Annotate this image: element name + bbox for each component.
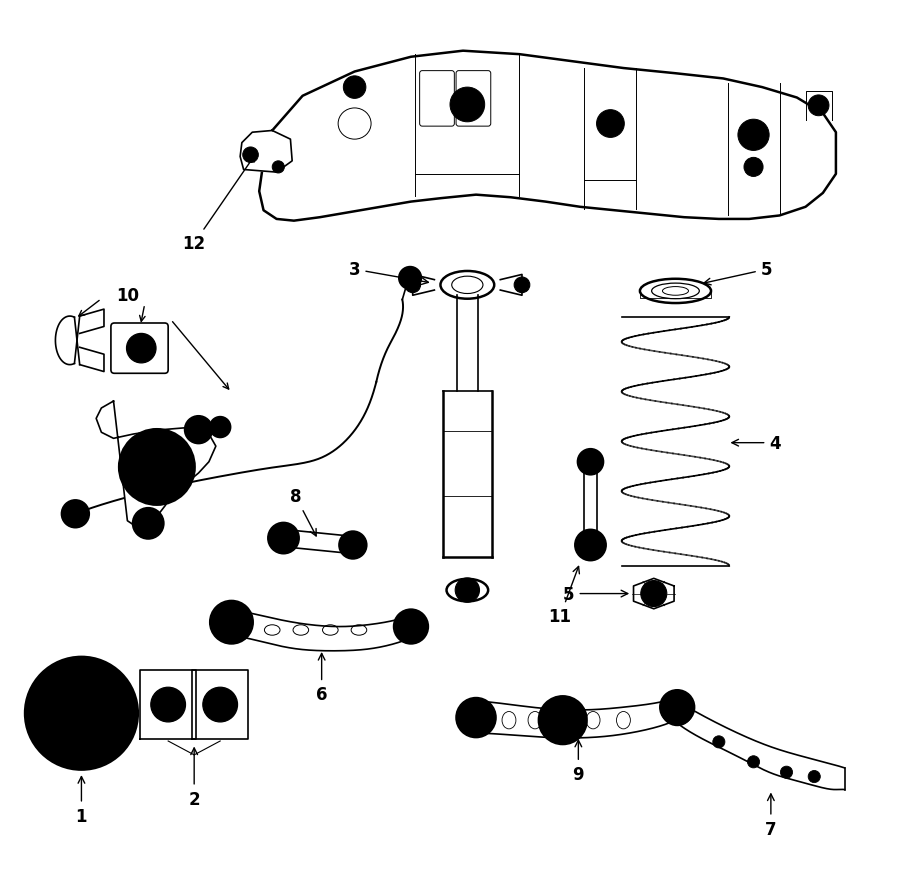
Circle shape bbox=[584, 456, 597, 468]
Text: 1: 1 bbox=[76, 777, 87, 825]
Polygon shape bbox=[280, 527, 356, 557]
Polygon shape bbox=[231, 609, 411, 651]
Circle shape bbox=[399, 268, 421, 290]
Circle shape bbox=[25, 657, 138, 770]
Circle shape bbox=[268, 523, 299, 554]
Circle shape bbox=[210, 600, 253, 644]
Circle shape bbox=[713, 736, 725, 748]
Circle shape bbox=[151, 687, 185, 722]
Circle shape bbox=[465, 707, 486, 728]
Circle shape bbox=[550, 707, 576, 733]
Circle shape bbox=[184, 416, 212, 444]
Circle shape bbox=[456, 698, 496, 738]
Circle shape bbox=[748, 756, 760, 768]
Circle shape bbox=[780, 766, 793, 779]
Text: 11: 11 bbox=[549, 567, 580, 626]
Circle shape bbox=[662, 694, 693, 726]
Circle shape bbox=[670, 703, 684, 717]
Circle shape bbox=[343, 76, 366, 99]
Circle shape bbox=[141, 517, 155, 531]
Text: 12: 12 bbox=[183, 156, 255, 253]
Polygon shape bbox=[443, 391, 491, 558]
Circle shape bbox=[575, 530, 606, 561]
Circle shape bbox=[339, 532, 366, 560]
Circle shape bbox=[71, 703, 92, 724]
Text: 8: 8 bbox=[290, 488, 316, 536]
Circle shape bbox=[808, 771, 820, 783]
Circle shape bbox=[660, 690, 695, 725]
Circle shape bbox=[243, 148, 258, 163]
Circle shape bbox=[210, 417, 230, 438]
Circle shape bbox=[538, 696, 587, 745]
Circle shape bbox=[61, 501, 89, 528]
Circle shape bbox=[275, 531, 292, 547]
Text: 2: 2 bbox=[188, 748, 200, 807]
Circle shape bbox=[202, 687, 238, 722]
Circle shape bbox=[402, 618, 419, 635]
Text: 4: 4 bbox=[732, 434, 781, 452]
Polygon shape bbox=[634, 579, 674, 609]
Circle shape bbox=[450, 88, 485, 123]
Polygon shape bbox=[193, 670, 248, 740]
Polygon shape bbox=[584, 462, 597, 546]
Circle shape bbox=[50, 688, 61, 700]
Circle shape bbox=[405, 274, 415, 284]
Text: 10: 10 bbox=[116, 287, 139, 305]
Circle shape bbox=[455, 578, 480, 602]
Circle shape bbox=[119, 429, 195, 506]
Circle shape bbox=[50, 726, 61, 739]
Text: 5: 5 bbox=[704, 261, 772, 286]
Circle shape bbox=[69, 508, 81, 521]
Text: 5: 5 bbox=[563, 585, 628, 603]
Circle shape bbox=[220, 610, 244, 634]
Circle shape bbox=[86, 677, 97, 689]
Circle shape bbox=[597, 110, 625, 138]
Circle shape bbox=[514, 278, 530, 294]
Circle shape bbox=[670, 700, 685, 715]
Polygon shape bbox=[476, 696, 677, 738]
Circle shape bbox=[134, 342, 148, 355]
Circle shape bbox=[808, 96, 829, 116]
Circle shape bbox=[86, 738, 97, 750]
Circle shape bbox=[405, 278, 420, 294]
Text: 7: 7 bbox=[765, 794, 777, 838]
Polygon shape bbox=[96, 401, 216, 528]
Circle shape bbox=[193, 424, 204, 436]
Circle shape bbox=[130, 441, 183, 494]
Circle shape bbox=[212, 697, 228, 713]
Circle shape bbox=[578, 449, 604, 475]
Polygon shape bbox=[457, 296, 478, 391]
Circle shape bbox=[393, 609, 428, 644]
Circle shape bbox=[107, 707, 120, 720]
Text: 3: 3 bbox=[349, 261, 428, 285]
Circle shape bbox=[272, 162, 284, 174]
Circle shape bbox=[40, 672, 123, 755]
Circle shape bbox=[132, 508, 164, 540]
Circle shape bbox=[738, 120, 770, 151]
Text: 6: 6 bbox=[316, 653, 328, 703]
Circle shape bbox=[59, 692, 104, 735]
Polygon shape bbox=[240, 131, 292, 173]
Text: 9: 9 bbox=[572, 740, 584, 783]
Circle shape bbox=[583, 539, 598, 553]
Polygon shape bbox=[140, 670, 196, 740]
Circle shape bbox=[641, 580, 667, 607]
Circle shape bbox=[145, 455, 169, 480]
Circle shape bbox=[744, 158, 763, 177]
Circle shape bbox=[127, 334, 156, 363]
Circle shape bbox=[160, 697, 176, 713]
Polygon shape bbox=[259, 51, 836, 222]
Circle shape bbox=[346, 539, 360, 553]
Polygon shape bbox=[674, 699, 844, 790]
